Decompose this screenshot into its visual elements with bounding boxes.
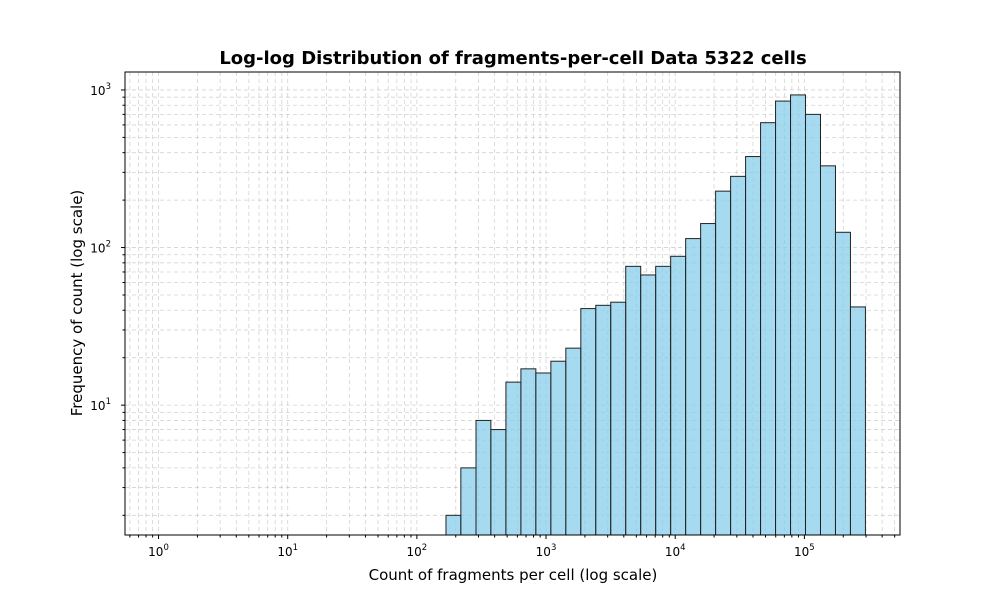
histogram-bar <box>595 304 612 536</box>
histogram-bar <box>849 306 866 536</box>
histogram-bar <box>505 381 522 536</box>
x-tick-label: 104 <box>665 543 686 559</box>
histogram-bar <box>745 156 762 536</box>
x-tick-label: 103 <box>536 543 557 559</box>
histogram-bar <box>640 274 657 536</box>
histogram-bar <box>790 94 807 536</box>
bars <box>445 94 866 536</box>
histogram-bar <box>685 238 702 536</box>
histogram-bar <box>475 419 492 536</box>
x-tick-label: 101 <box>277 543 298 559</box>
histogram-bar <box>535 372 552 536</box>
x-tick-label: 105 <box>794 543 815 559</box>
chart-title: Log-log Distribution of fragments-per-ce… <box>219 48 806 69</box>
histogram-bar <box>805 113 821 536</box>
histogram-bar <box>834 231 851 536</box>
histogram-bar <box>445 514 462 536</box>
y-tick-label: 103 <box>90 82 111 98</box>
histogram-bar <box>715 190 732 536</box>
x-axis-label: Count of fragments per cell (log scale) <box>369 566 658 584</box>
histogram-bar <box>655 265 672 536</box>
histogram-bar <box>670 255 687 536</box>
axis-ticks <box>121 89 896 539</box>
tick-labels: 100 101 102 103 104 105 101 102 103 <box>90 82 814 559</box>
histogram-bar <box>610 301 627 536</box>
histogram-bar <box>565 347 582 536</box>
histogram-bar <box>580 308 597 536</box>
histogram-bar <box>730 175 747 536</box>
histogram-bar <box>700 223 717 536</box>
histogram-bar <box>775 100 792 536</box>
y-tick-label: 102 <box>90 240 111 256</box>
histogram-bar <box>490 429 507 536</box>
histogram-bar <box>550 360 567 536</box>
x-tick-label: 100 <box>148 543 169 559</box>
y-tick-label: 101 <box>90 397 111 413</box>
histogram-bar <box>520 368 537 536</box>
plot-frame <box>124 71 901 536</box>
histogram-bar <box>625 265 642 536</box>
histogram-bar <box>819 165 836 536</box>
histogram-bar <box>460 467 477 536</box>
x-tick-label: 102 <box>407 543 428 559</box>
histogram-bar <box>760 122 777 536</box>
y-axis-label: Frequency of count (log scale) <box>68 190 86 417</box>
